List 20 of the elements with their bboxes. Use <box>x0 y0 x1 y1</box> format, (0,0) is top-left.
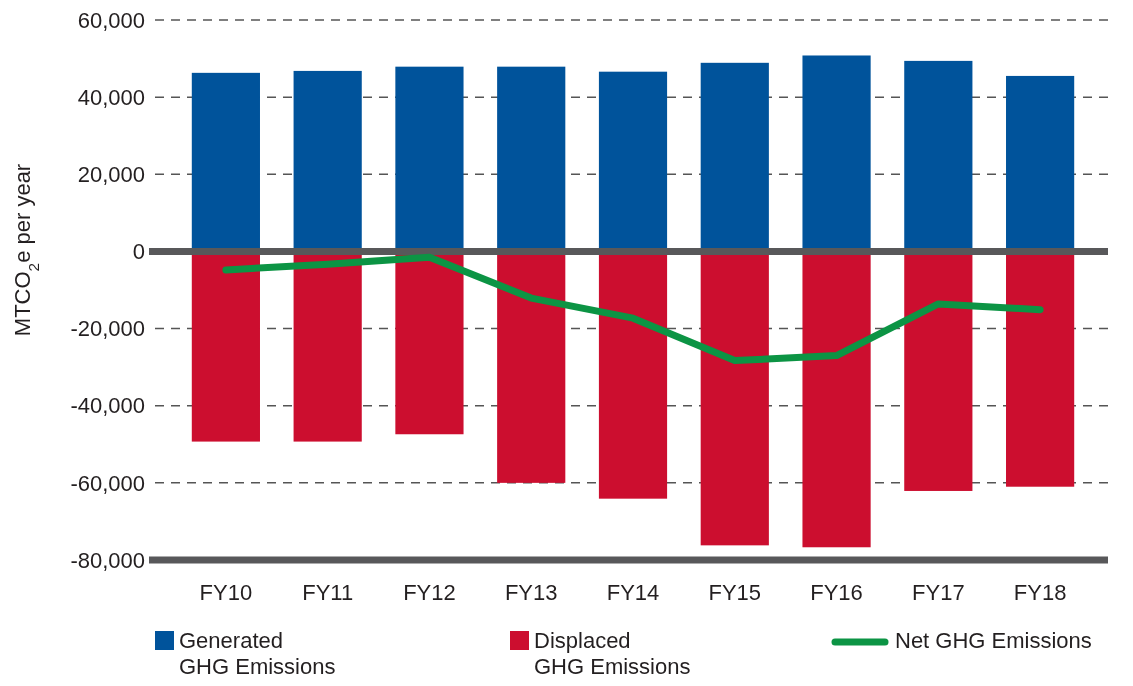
x-tick-label: FY17 <box>912 580 965 605</box>
x-tick-label: FY11 <box>302 580 354 605</box>
x-tick-label: FY13 <box>504 580 558 605</box>
y-tick-label: -20,000 <box>70 316 145 342</box>
legend-label: Net GHG Emissions <box>895 627 1092 653</box>
legend-label: Displaced GHG Emissions <box>534 627 691 680</box>
y-tick-label: 0 <box>132 239 145 265</box>
legend-label: Generated GHG Emissions <box>179 627 336 680</box>
x-tick-label: FY16 <box>810 580 863 605</box>
x-tick-label: FY12 <box>403 580 456 605</box>
y-tick-label: -40,000 <box>70 393 145 419</box>
x-tick-label: FY10 <box>199 580 253 605</box>
x-tick-label: FY18 <box>1013 580 1067 605</box>
y-tick-label: 60,000 <box>77 7 145 33</box>
y-tick-label: -80,000 <box>70 547 145 573</box>
x-tick-label: FY14 <box>606 580 660 605</box>
y-tick-label: -60,000 <box>70 470 145 496</box>
y-tick-label: 40,000 <box>77 84 145 110</box>
x-tick-label: FY15 <box>708 580 762 605</box>
y-tick-label: 20,000 <box>77 161 145 187</box>
